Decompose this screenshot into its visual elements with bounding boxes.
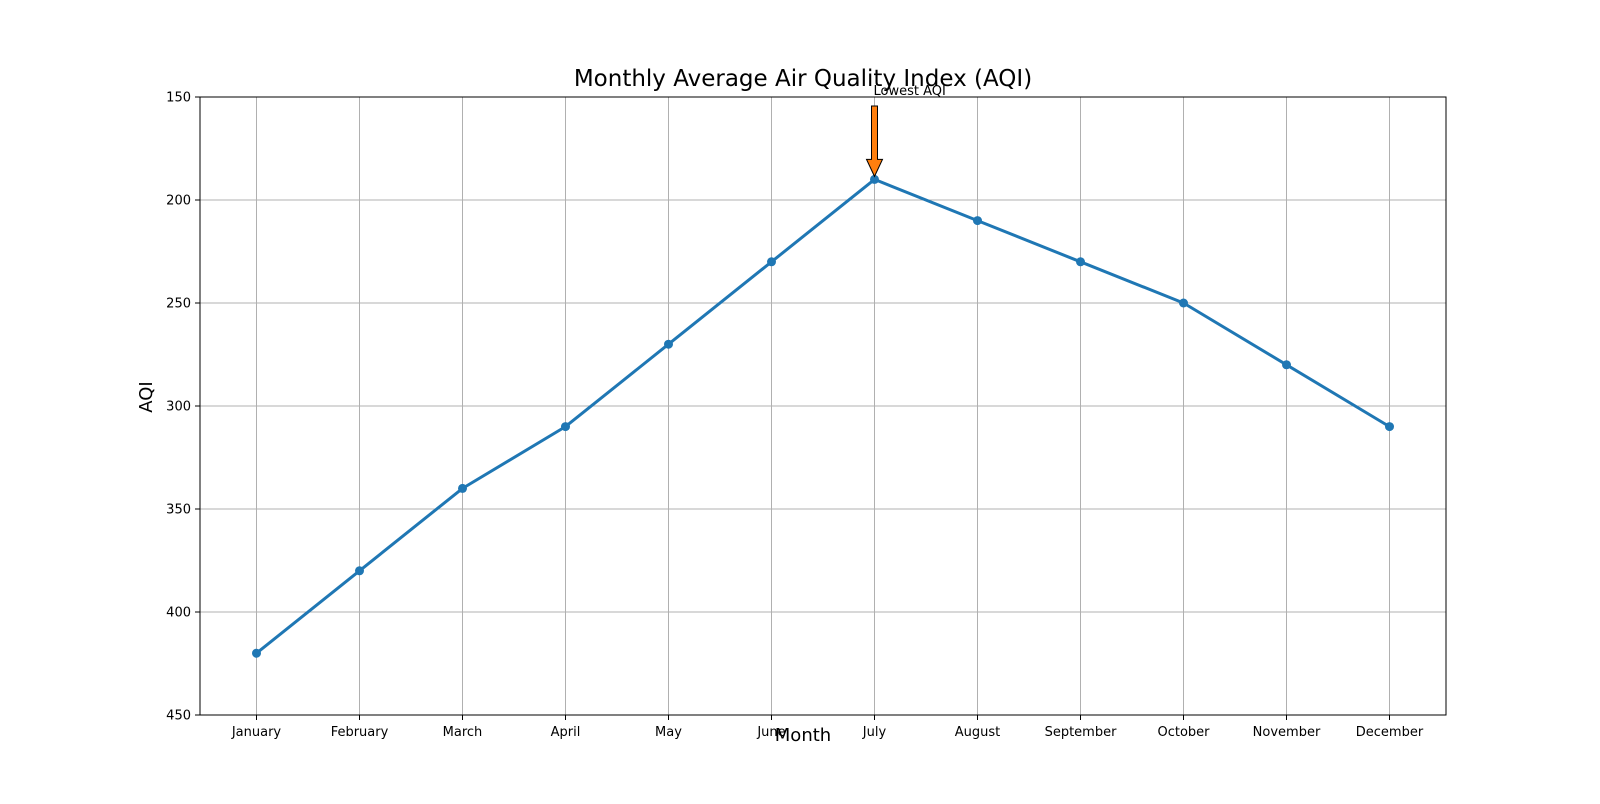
data-point-july xyxy=(870,174,879,184)
y-tick-label: 300 xyxy=(166,400,191,415)
x-tick-label: January xyxy=(231,725,282,740)
data-point-august xyxy=(973,216,982,226)
annotation-label: Lowest AQI xyxy=(874,84,946,99)
y-tick-label: 350 xyxy=(166,503,191,518)
x-tick-label: May xyxy=(655,725,682,740)
y-tick-label: 200 xyxy=(166,194,191,209)
y-tick-label: 400 xyxy=(166,606,191,621)
data-point-september xyxy=(1076,257,1085,267)
y-tick-label: 450 xyxy=(166,709,191,724)
grid-layer xyxy=(200,97,1446,715)
tick-layer: January February March April May June July Augu… xyxy=(166,91,1424,741)
marker-layer xyxy=(252,174,1394,658)
chart-title: Monthly Average Air Quality Index (AQI) xyxy=(574,66,1032,92)
data-point-june xyxy=(767,257,776,267)
y-tick-label: 250 xyxy=(166,297,191,312)
series-line xyxy=(255,177,1391,655)
data-point-april xyxy=(561,422,570,432)
data-point-december xyxy=(1385,422,1394,432)
x-tick-label: August xyxy=(955,725,1001,740)
y-tick-label: 150 xyxy=(166,91,191,106)
y-axis-label: AQI xyxy=(136,381,157,412)
x-axis-label: Month xyxy=(775,725,831,746)
annotation-layer: Lowest AQI xyxy=(865,84,946,178)
x-tick-label: September xyxy=(1045,725,1118,740)
x-tick-label: April xyxy=(551,725,581,740)
x-tick-label: October xyxy=(1157,725,1210,740)
data-point-january xyxy=(252,648,261,658)
series-layer xyxy=(255,177,1391,655)
x-tick-label: December xyxy=(1356,725,1424,740)
data-point-may xyxy=(664,339,673,349)
annotation-arrow xyxy=(865,105,884,178)
x-tick-label: February xyxy=(331,725,389,740)
x-tick-label: November xyxy=(1253,725,1321,740)
x-tick-label: June xyxy=(756,725,785,740)
data-point-october xyxy=(1179,298,1188,308)
data-point-november xyxy=(1282,360,1291,370)
data-point-february xyxy=(355,566,364,576)
x-tick-label: July xyxy=(862,725,887,740)
data-point-march xyxy=(458,483,467,493)
x-tick-label: March xyxy=(443,725,483,740)
